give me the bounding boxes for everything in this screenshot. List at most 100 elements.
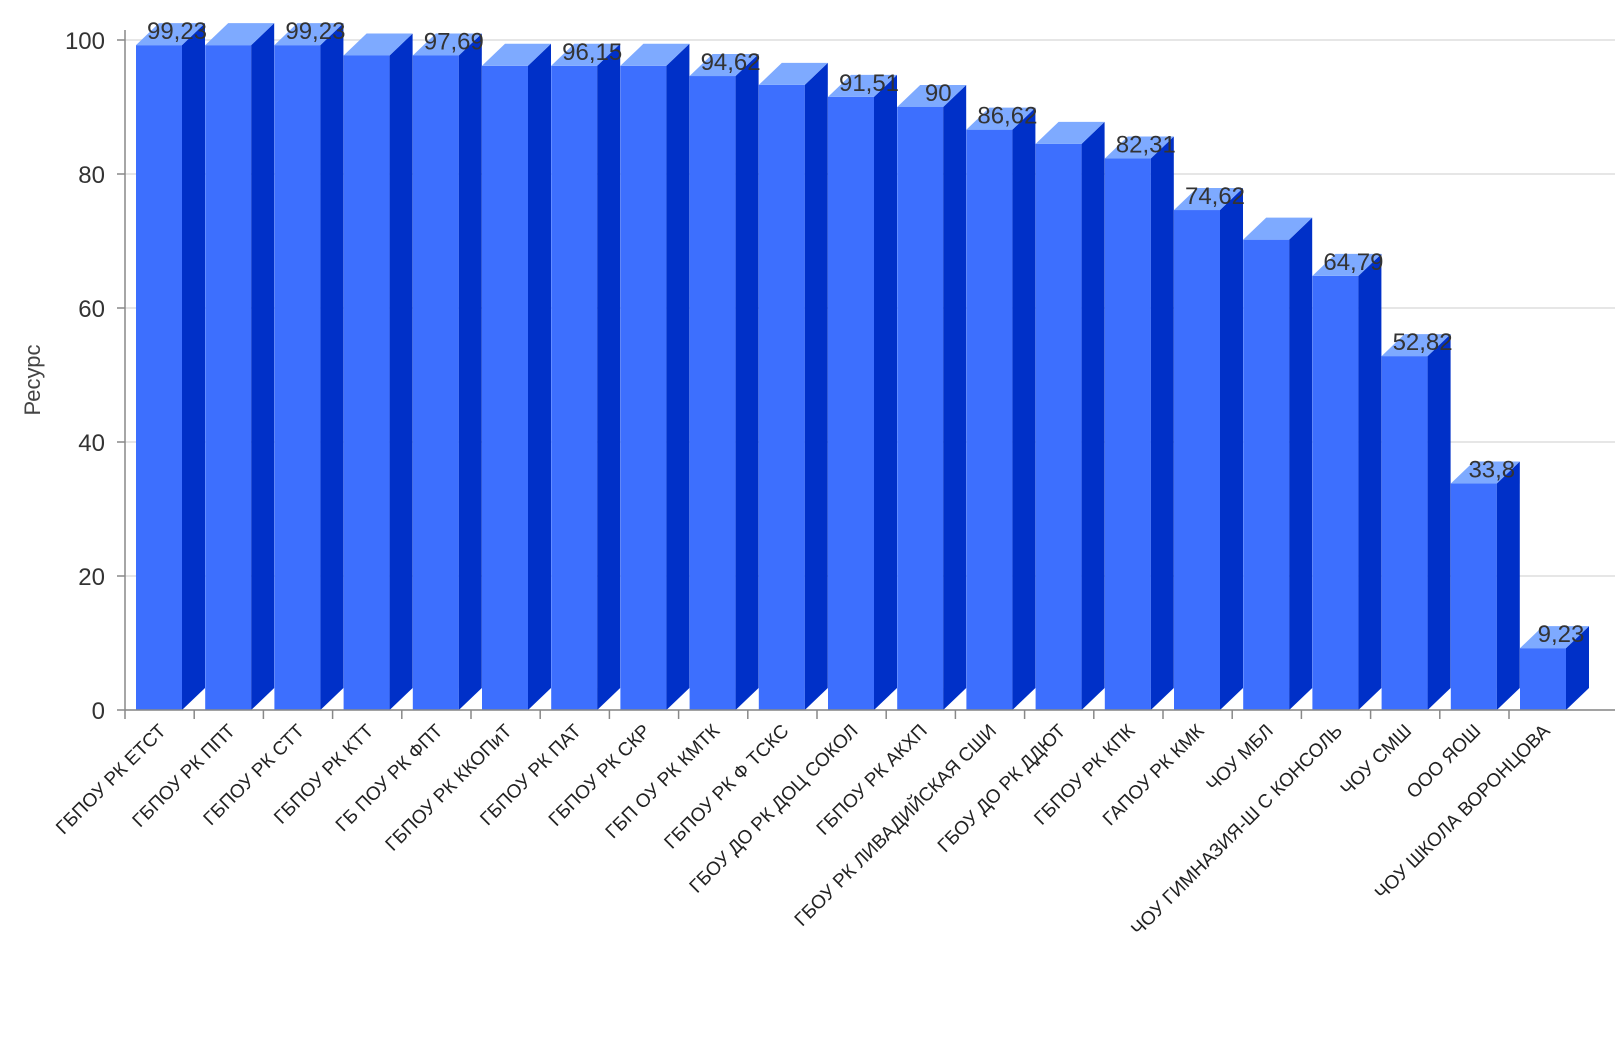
bar-top	[1312, 253, 1382, 276]
bar-top	[1174, 188, 1243, 211]
bar-front	[758, 84, 805, 710]
bar	[274, 23, 344, 711]
data-label: 97,69	[424, 28, 484, 55]
data-label: 74,62	[1185, 183, 1245, 210]
bar-front	[1243, 239, 1290, 710]
bar	[828, 74, 897, 711]
bar-top	[689, 54, 759, 77]
bar	[1450, 461, 1520, 710]
bar-side	[1220, 188, 1243, 710]
bar-top	[412, 33, 482, 56]
bar-top	[274, 23, 344, 46]
bar-side	[1150, 136, 1174, 710]
bar-side	[182, 23, 205, 711]
bar-side	[1012, 107, 1036, 711]
bar	[205, 23, 275, 711]
data-label: 64,79	[1323, 249, 1383, 276]
bar-side	[597, 43, 621, 711]
bar-front	[1104, 158, 1151, 710]
bar-side	[1358, 253, 1382, 711]
bar-top	[482, 43, 551, 66]
bar-top	[828, 74, 897, 97]
bar-top	[1104, 136, 1174, 159]
y-tick-label: 40	[78, 430, 105, 457]
bar-side	[1566, 626, 1589, 710]
bar-top	[897, 85, 967, 107]
bar-top	[1520, 626, 1589, 649]
bar-front	[482, 65, 528, 711]
y-tick-label: 20	[78, 564, 105, 591]
bar-top	[966, 107, 1036, 130]
data-labels: 99,23 99,23 97,69 96,15 94,62 91,51 90 86,62 82,…	[147, 18, 1584, 648]
bar-front	[966, 129, 1013, 710]
data-label: 86,62	[977, 103, 1037, 130]
bar-side	[389, 33, 413, 711]
bar-side	[804, 62, 828, 710]
bar	[136, 23, 205, 711]
bar-front	[1520, 648, 1566, 710]
bar-top	[620, 43, 690, 66]
bar-front	[620, 65, 667, 711]
category-label: ГБПОУ РК Ф ТСКС	[661, 721, 794, 854]
bar-side	[1081, 121, 1105, 711]
bars	[136, 23, 1589, 711]
bar-front	[828, 96, 874, 711]
y-axis-title: Ресурс	[20, 345, 45, 416]
bar	[1243, 217, 1313, 710]
bar-top	[205, 23, 275, 46]
bar-front	[274, 45, 321, 711]
bar	[343, 33, 413, 711]
bar-side	[943, 85, 967, 710]
data-label: 52,82	[1393, 329, 1453, 356]
bar	[551, 43, 621, 711]
bar-front	[1174, 210, 1220, 710]
data-label: 96,15	[562, 39, 622, 66]
bar	[1381, 334, 1451, 710]
bar	[1312, 253, 1382, 711]
category-label: ГБОУ ДО РК ДДЮТ	[934, 720, 1071, 857]
bar-side	[874, 74, 897, 711]
data-label: 90	[925, 80, 952, 107]
category-label: ГБПОУ РК ККОПиТ	[382, 720, 517, 855]
bar-top	[1450, 461, 1520, 484]
bar-side	[320, 23, 344, 711]
y-tick-label: 60	[78, 296, 105, 323]
data-label: 82,31	[1116, 132, 1176, 159]
bar-top	[1243, 217, 1313, 240]
data-label: 94,62	[701, 49, 761, 76]
data-label: 91,51	[839, 70, 899, 97]
data-label: 9,23	[1538, 621, 1585, 648]
bar	[689, 54, 759, 710]
bar-front	[1312, 275, 1359, 710]
bar-front	[136, 45, 182, 711]
bar-side	[251, 23, 275, 711]
bar-side	[458, 33, 482, 711]
bar	[966, 107, 1036, 711]
bar-side	[666, 43, 690, 711]
data-label: 99,23	[147, 18, 207, 45]
bar-side	[528, 43, 551, 711]
bar-side	[1496, 461, 1520, 710]
data-label: 33,8	[1468, 457, 1515, 484]
bar	[1520, 626, 1589, 710]
bar	[897, 85, 967, 710]
bar-front	[897, 107, 944, 710]
bar-top	[343, 33, 413, 56]
bar-top	[136, 23, 205, 46]
bar-top	[1381, 334, 1451, 357]
bar-side	[1427, 334, 1451, 710]
bar	[1035, 121, 1105, 711]
bar-front	[412, 55, 459, 711]
data-label: 99,23	[285, 18, 345, 45]
bar-front	[689, 76, 736, 710]
bar	[758, 62, 828, 710]
bar-front	[1381, 356, 1428, 710]
bar-front	[343, 55, 390, 711]
bar-top	[758, 62, 828, 85]
bar-side	[735, 54, 759, 710]
bar	[412, 33, 482, 711]
bar-front	[1035, 143, 1082, 711]
